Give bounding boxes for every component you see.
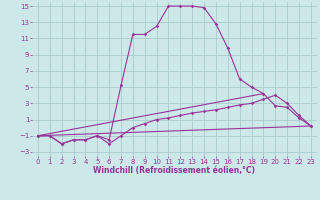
X-axis label: Windchill (Refroidissement éolien,°C): Windchill (Refroidissement éolien,°C) — [93, 166, 255, 175]
